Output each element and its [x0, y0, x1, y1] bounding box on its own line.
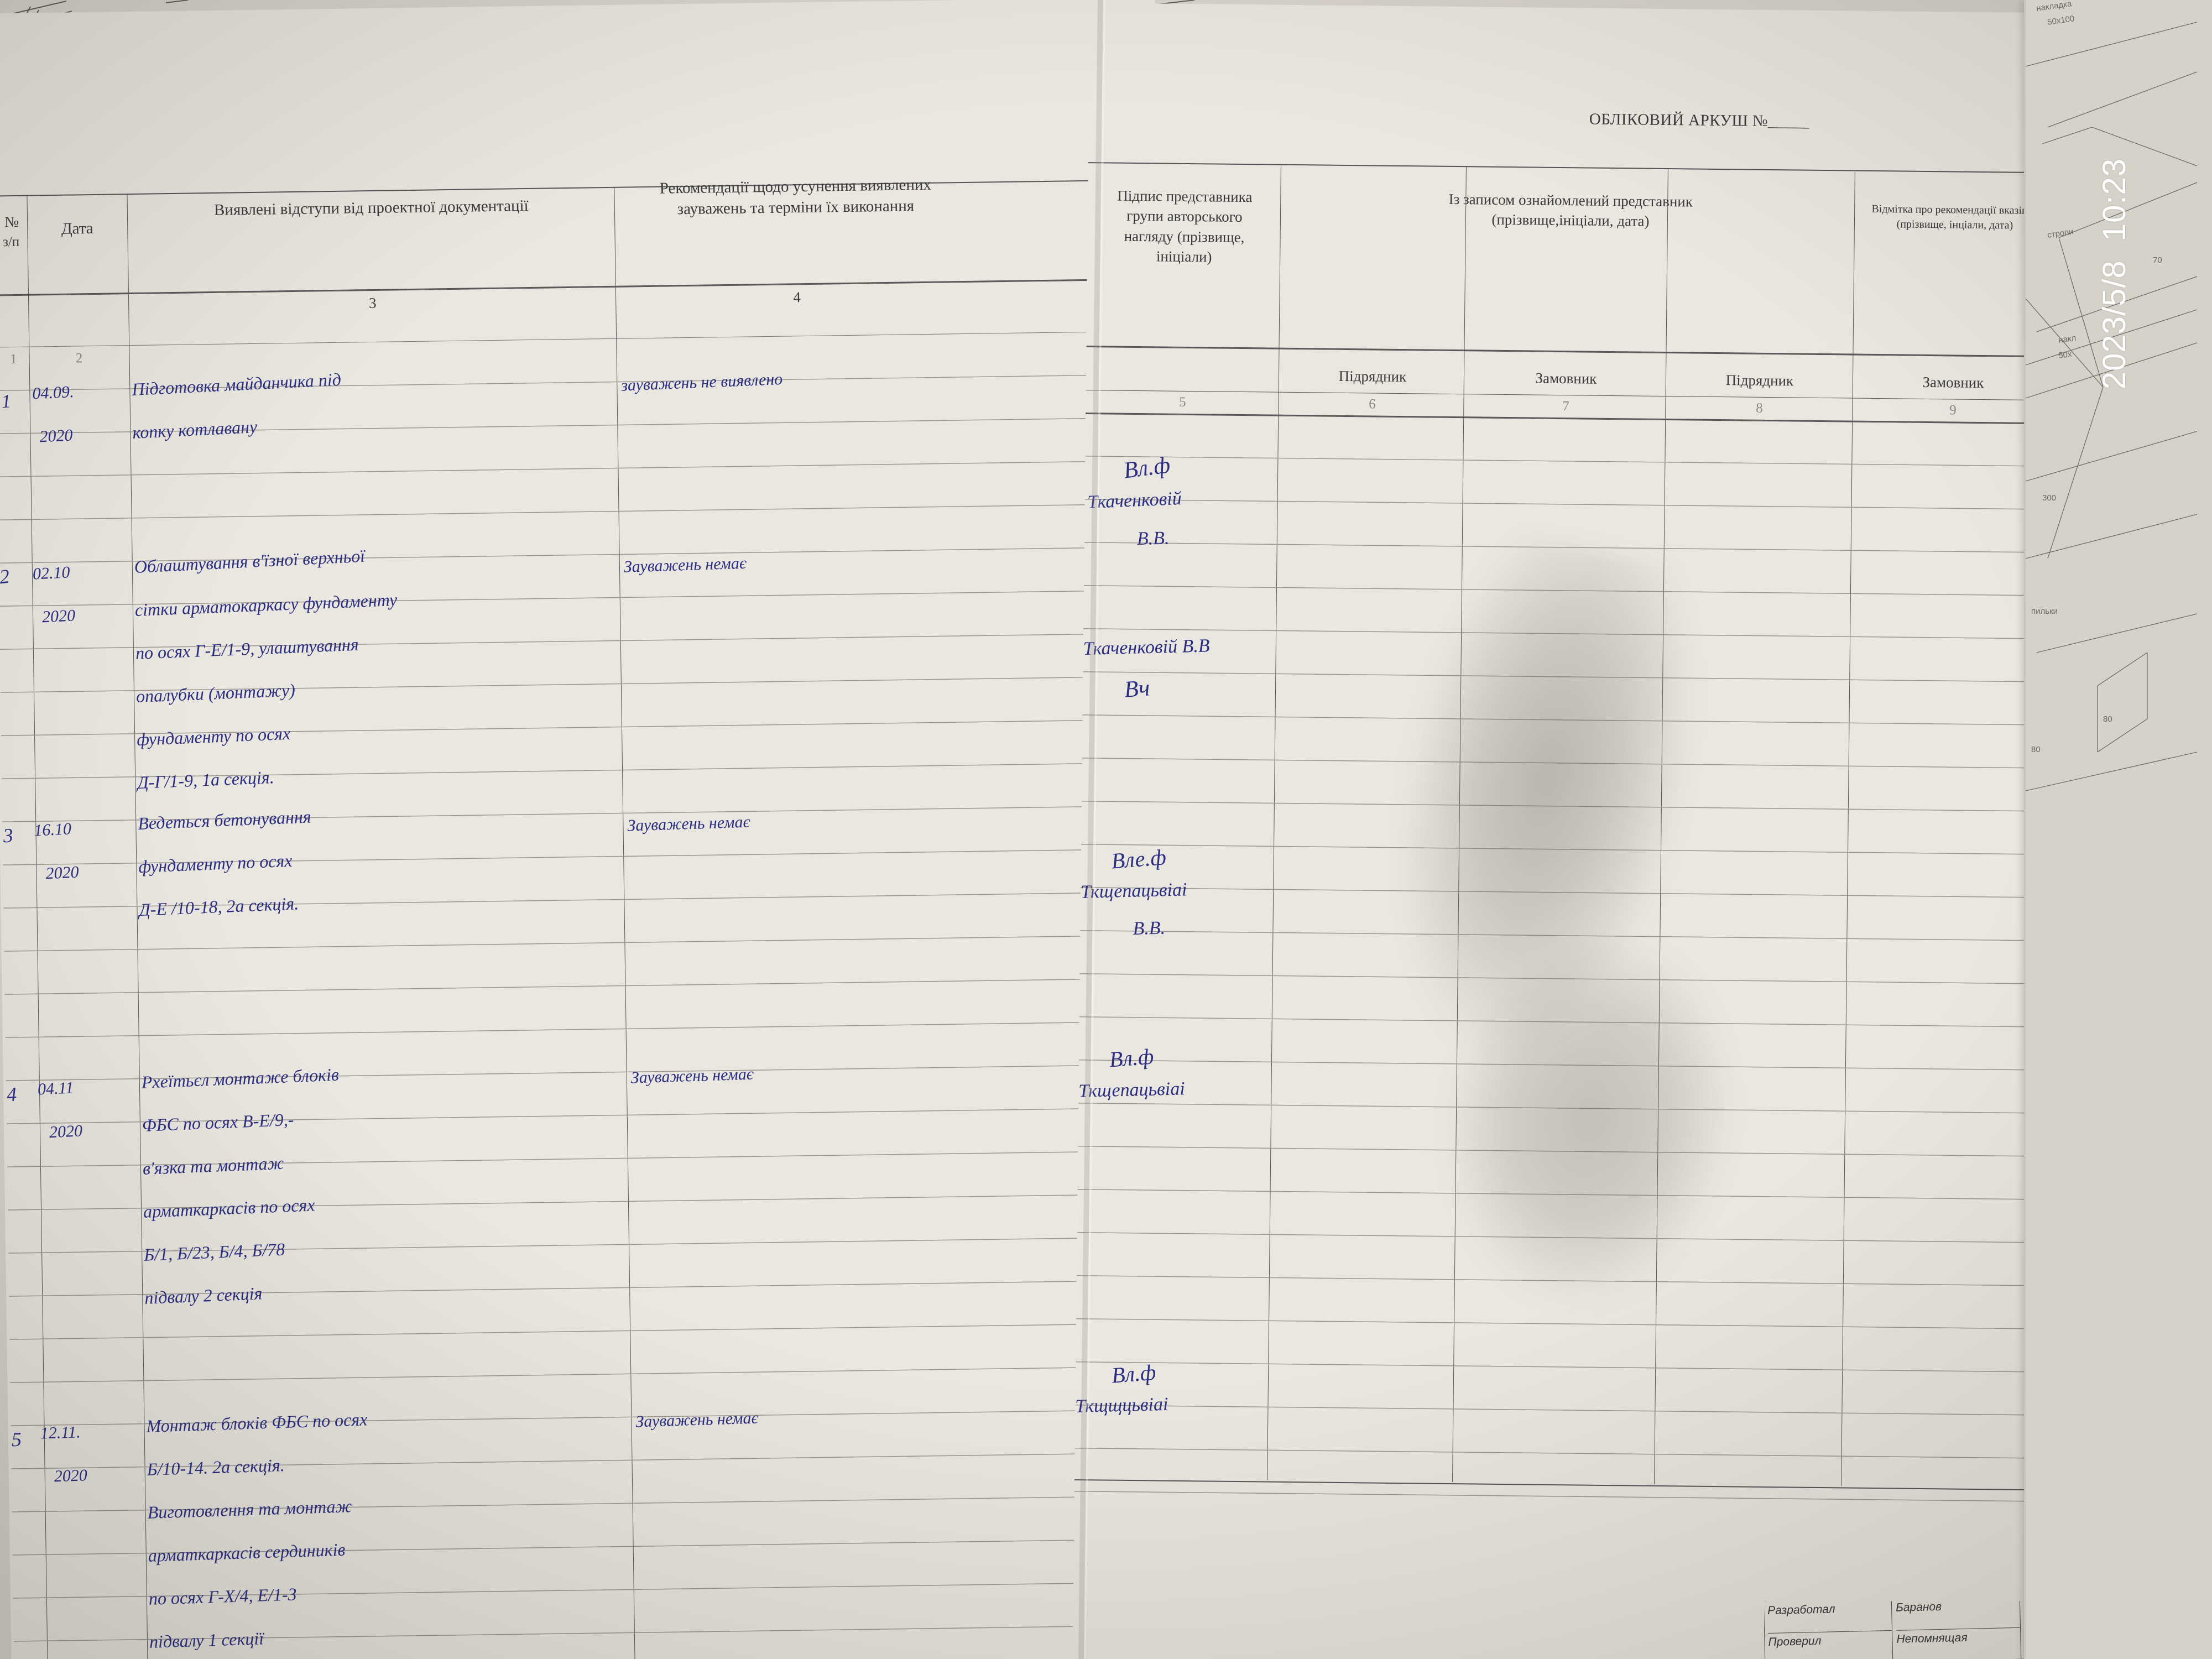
svg-text:300: 300 — [2042, 493, 2056, 503]
svg-text:50x: 50x — [2058, 349, 2073, 361]
svg-text:пильки: пильки — [2031, 607, 2058, 616]
svg-text:накладка: накладка — [2036, 0, 2073, 13]
svg-text:80: 80 — [2031, 745, 2041, 754]
svg-text:70: 70 — [2153, 255, 2162, 265]
svg-text:80: 80 — [2103, 714, 2112, 724]
svg-text:накл: накл — [2058, 333, 2077, 345]
svg-text:50x100: 50x100 — [2047, 14, 2075, 27]
svg-text:стропи: стропи — [2047, 227, 2074, 240]
